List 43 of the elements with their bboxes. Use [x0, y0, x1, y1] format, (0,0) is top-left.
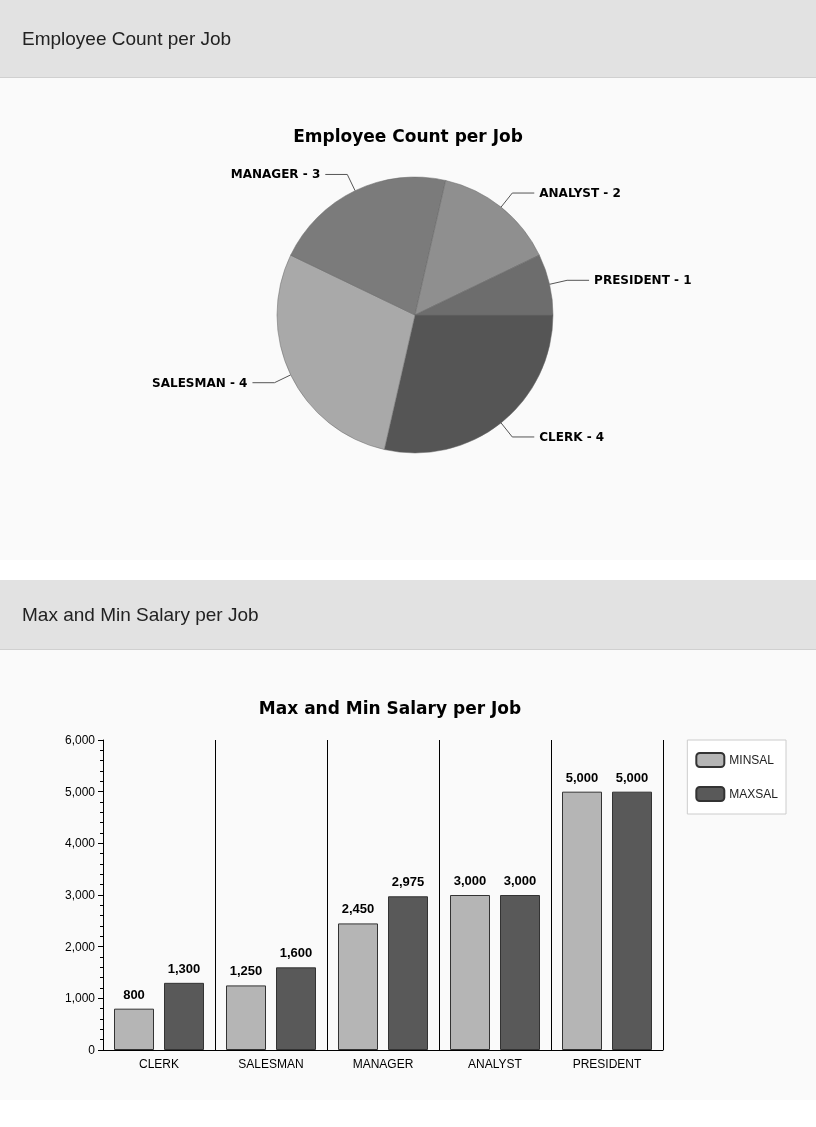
- y-tick-label: 1,000: [64, 991, 96, 1006]
- slice-label: ANALYST - 2: [539, 186, 621, 201]
- y-tick-label: 5,000: [64, 784, 96, 799]
- slice-label: MANAGER - 3: [230, 167, 321, 182]
- data-label: 2,450: [341, 901, 375, 917]
- data-label: 5,000: [565, 769, 599, 785]
- y-tick-label: 4,000: [64, 836, 96, 851]
- bar: [388, 896, 428, 1050]
- text: Max and Min Salary per Job: [0, 580, 816, 650]
- chart-title: Employee Count per Job: [293, 125, 523, 146]
- bar: [164, 982, 204, 1050]
- legend-label: MAXSAL: [729, 787, 779, 801]
- x-tick-label: CLERK: [138, 1057, 180, 1071]
- y-tick-label: 0: [88, 1043, 96, 1057]
- data-label: 1,600: [279, 945, 313, 961]
- x-tick-label: MANAGER: [352, 1057, 414, 1071]
- bar: [612, 791, 652, 1050]
- y-tick-label: 2,000: [64, 939, 96, 954]
- x-tick-label: PRESIDENT: [572, 1057, 642, 1071]
- slice-label: CLERK - 4: [539, 429, 605, 444]
- y-tick-label: 6,000: [64, 733, 96, 747]
- x-tick-label: SALESMAN: [238, 1057, 304, 1071]
- slice-label: SALESMAN - 4: [152, 375, 248, 390]
- legend-label: MINSAL: [729, 753, 775, 767]
- bar: [338, 923, 378, 1050]
- data-label: 5,000: [615, 769, 649, 785]
- data-label: 1,300: [167, 960, 201, 976]
- bar: [114, 1008, 154, 1050]
- data-label: 1,250: [229, 963, 263, 979]
- data-label: 800: [123, 986, 145, 1002]
- slice-label: PRESIDENT - 1: [594, 273, 692, 288]
- bar: [500, 895, 540, 1050]
- data-label: 2,975: [391, 874, 425, 890]
- bar: [226, 985, 266, 1050]
- x-tick-label: ANALYST: [468, 1057, 523, 1071]
- chart-title: Max and Min Salary per Job: [258, 697, 522, 718]
- bar: [562, 791, 602, 1050]
- bar: [276, 967, 316, 1050]
- y-tick-label: 3,000: [64, 888, 96, 902]
- data-label: 3,000: [503, 873, 537, 888]
- data-label: 3,000: [453, 873, 487, 888]
- bar: [450, 895, 490, 1050]
- text: Employee Count per Job: [0, 0, 816, 78]
